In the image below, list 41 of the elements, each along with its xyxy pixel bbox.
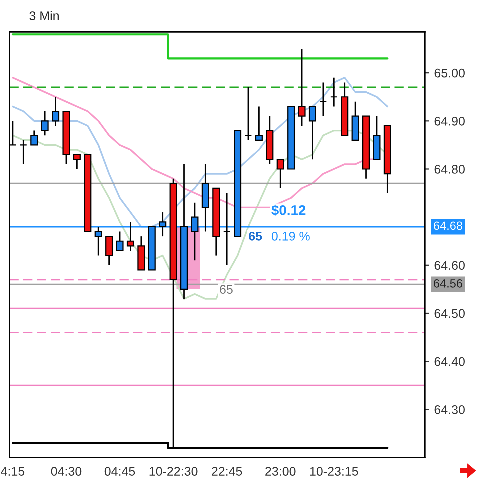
y-tick-label: 65.00: [434, 68, 465, 78]
candlestick: [244, 86, 252, 142]
line-series: [12, 77, 389, 228]
candlestick: [298, 48, 306, 127]
y-tick-label: 64.60: [434, 261, 465, 270]
x-tick-label: 10-22:30: [150, 467, 198, 476]
candlestick: [191, 202, 199, 262]
candlestick: [94, 226, 102, 256]
candlestick: [276, 158, 284, 190]
x-tick-label: 04:30: [51, 467, 82, 476]
annotation: 0.19 %: [272, 232, 310, 241]
x-tick-label: 04:45: [104, 467, 136, 476]
x-tick-label: 4:15: [1, 467, 25, 476]
y-tick-label: 64.80: [434, 165, 465, 174]
x-tick-label: 22:45: [212, 467, 242, 476]
ref-line-label: 64.56: [434, 279, 462, 288]
candlestick: [223, 192, 231, 266]
x-tick-label: 23:00: [266, 467, 296, 476]
candlestick: [52, 96, 60, 127]
candlestick: [20, 140, 28, 166]
candlestick: [41, 110, 49, 136]
candlestick: [106, 236, 114, 266]
candlestick: [126, 221, 134, 252]
candlestick: [73, 154, 81, 170]
ref-line-label: 64.68: [434, 222, 462, 230]
candlestick: [330, 77, 338, 108]
candlestick: [320, 82, 328, 118]
y-tick-label: 64.50: [434, 309, 465, 318]
candlestick: [255, 106, 263, 142]
x-tick-label: 10-23:15: [310, 467, 358, 476]
annotation: $0.12: [272, 204, 306, 216]
y-tick-label: 64.90: [434, 116, 465, 126]
candlestick: [116, 231, 124, 252]
candlestick: [308, 106, 316, 160]
y-tick-label: 64.40: [434, 357, 465, 366]
candlestick: [30, 130, 38, 146]
chart-title: 3 Min: [30, 11, 59, 20]
annotation: 65: [249, 232, 262, 241]
y-tick-label: 64.30: [434, 405, 465, 414]
annotation: 65: [220, 285, 233, 294]
candlestick: [159, 212, 167, 238]
